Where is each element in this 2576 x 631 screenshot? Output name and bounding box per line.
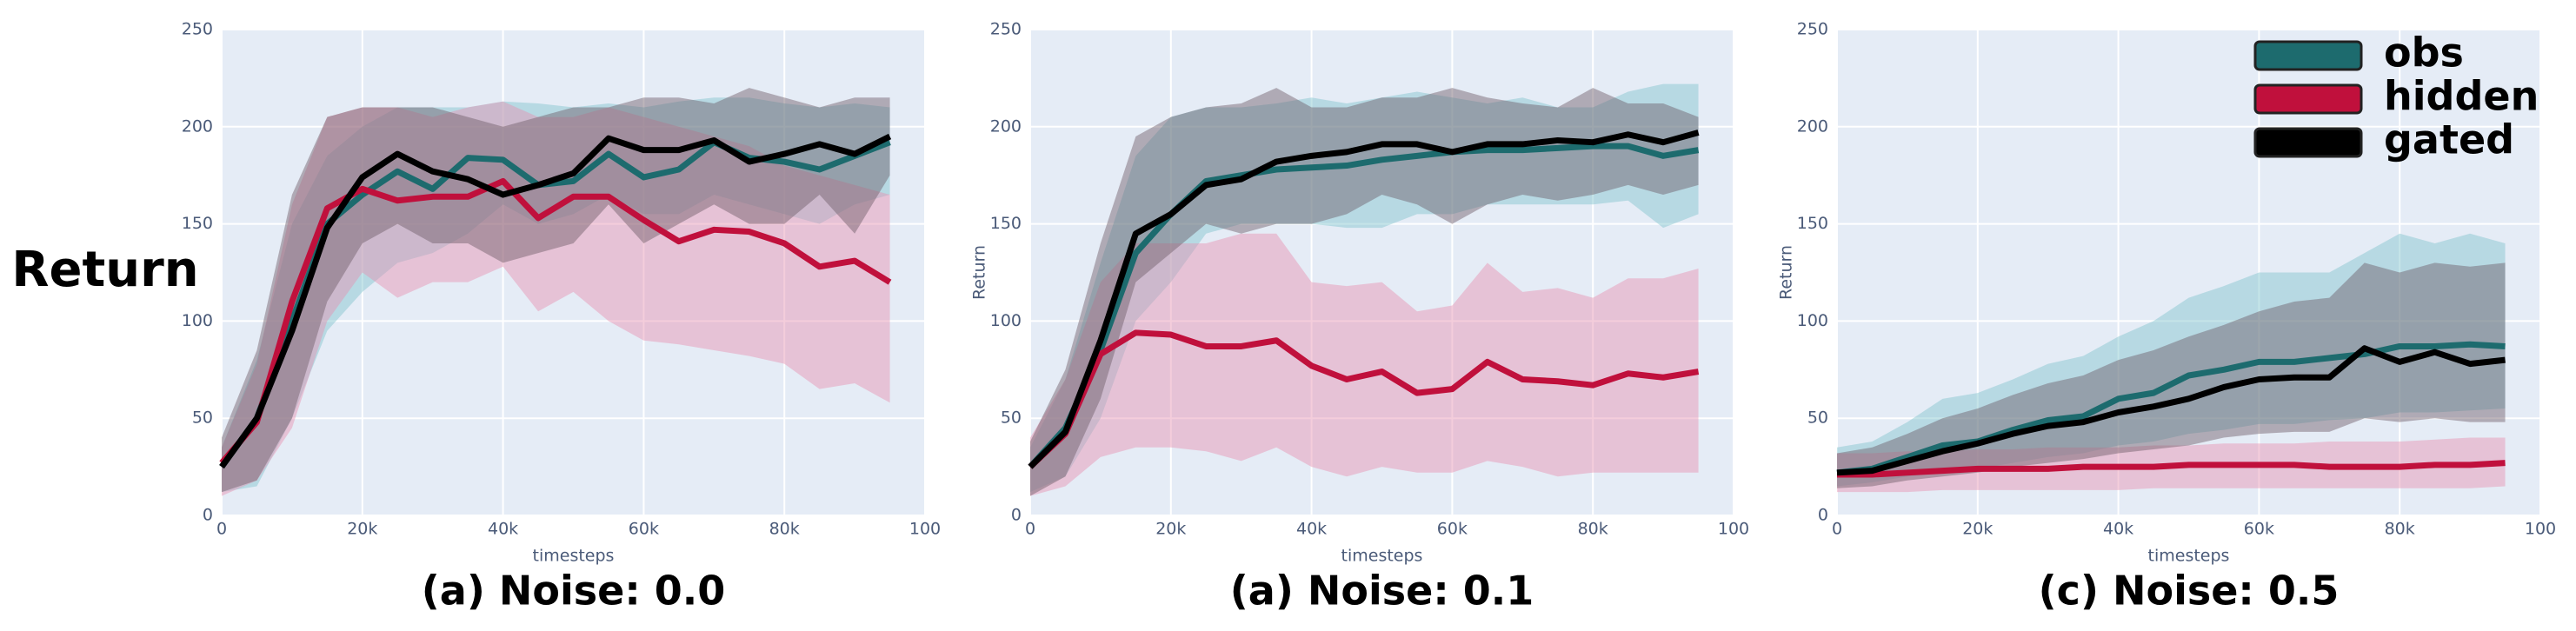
series-line [219,177,892,465]
y-tick-label: 150 [1797,214,1828,233]
x-tick-label: 20k [1155,520,1186,539]
x-tick-label: 100 [1718,520,1749,539]
plot-area [1837,30,2540,515]
y-tick-label: 250 [182,20,213,39]
y-axis-label: Return [970,245,989,300]
series-line [219,133,892,469]
chart-title: (a) Noise: 0.1 [1230,568,1534,614]
band [1030,233,1699,496]
legend-swatch [2253,127,2363,158]
y-tick-label: 50 [192,408,213,428]
y-tick-label: 200 [1797,116,1828,136]
y-tick-label: 0 [1818,506,1828,525]
y-tick-label: 0 [203,506,213,525]
x-tick-label: 60k [2244,520,2274,539]
chart-title: (a) Noise: 0.0 [422,568,725,614]
series-line [1028,130,1700,469]
y-tick-label: 150 [182,214,213,233]
y-tick-label: 100 [182,311,213,330]
x-tick-label: 20k [1962,520,1993,539]
y-axis-label: Return [11,242,198,298]
y-tick-label: 0 [1011,506,1022,525]
band [1837,233,2506,487]
x-tick-label: 100 [2525,520,2556,539]
legend-label: hidden [2384,73,2539,120]
y-tick-label: 250 [990,20,1022,39]
legend-swatch [2253,40,2363,71]
x-tick-label: 20k [347,520,377,539]
plot-area [1030,30,1734,515]
series-line [1837,460,2506,478]
y-tick-label: 50 [1807,408,1828,428]
series-line [1836,345,2506,476]
legend-label: gated [2384,116,2514,163]
band [222,88,890,493]
y-tick-label: 200 [990,116,1022,136]
x-axis-label: timesteps [1341,547,1423,566]
x-axis-label: timesteps [2148,547,2230,566]
x-tick-label: 80k [1578,520,1608,539]
series-line [1028,329,1700,469]
x-tick-label: 40k [1296,520,1327,539]
x-axis-label: timesteps [533,547,615,566]
series-line [1028,143,1700,469]
y-tick-label: 100 [990,311,1022,330]
legend-label: obs [2384,30,2464,76]
x-tick-label: 60k [629,520,659,539]
x-tick-label: 40k [2103,520,2133,539]
y-tick-label: 250 [1797,20,1828,39]
y-tick-label: 50 [1001,408,1022,428]
x-tick-label: 40k [488,520,518,539]
x-tick-label: 0 [1025,520,1035,539]
plot-area [222,30,925,515]
x-tick-label: 80k [769,520,800,539]
y-axis-label: Return [1777,245,1796,300]
y-tick-label: 100 [1797,311,1828,330]
x-tick-label: 0 [1832,520,1842,539]
y-tick-label: 200 [182,116,213,136]
y-tick-label: 150 [990,214,1022,233]
x-tick-label: 100 [909,520,941,539]
legend-swatch [2253,83,2363,115]
chart-title: (c) Noise: 0.5 [2039,568,2340,614]
x-tick-label: 0 [216,520,227,539]
series-line [1836,341,2506,476]
x-tick-label: 80k [2385,520,2415,539]
x-tick-label: 60k [1437,520,1468,539]
